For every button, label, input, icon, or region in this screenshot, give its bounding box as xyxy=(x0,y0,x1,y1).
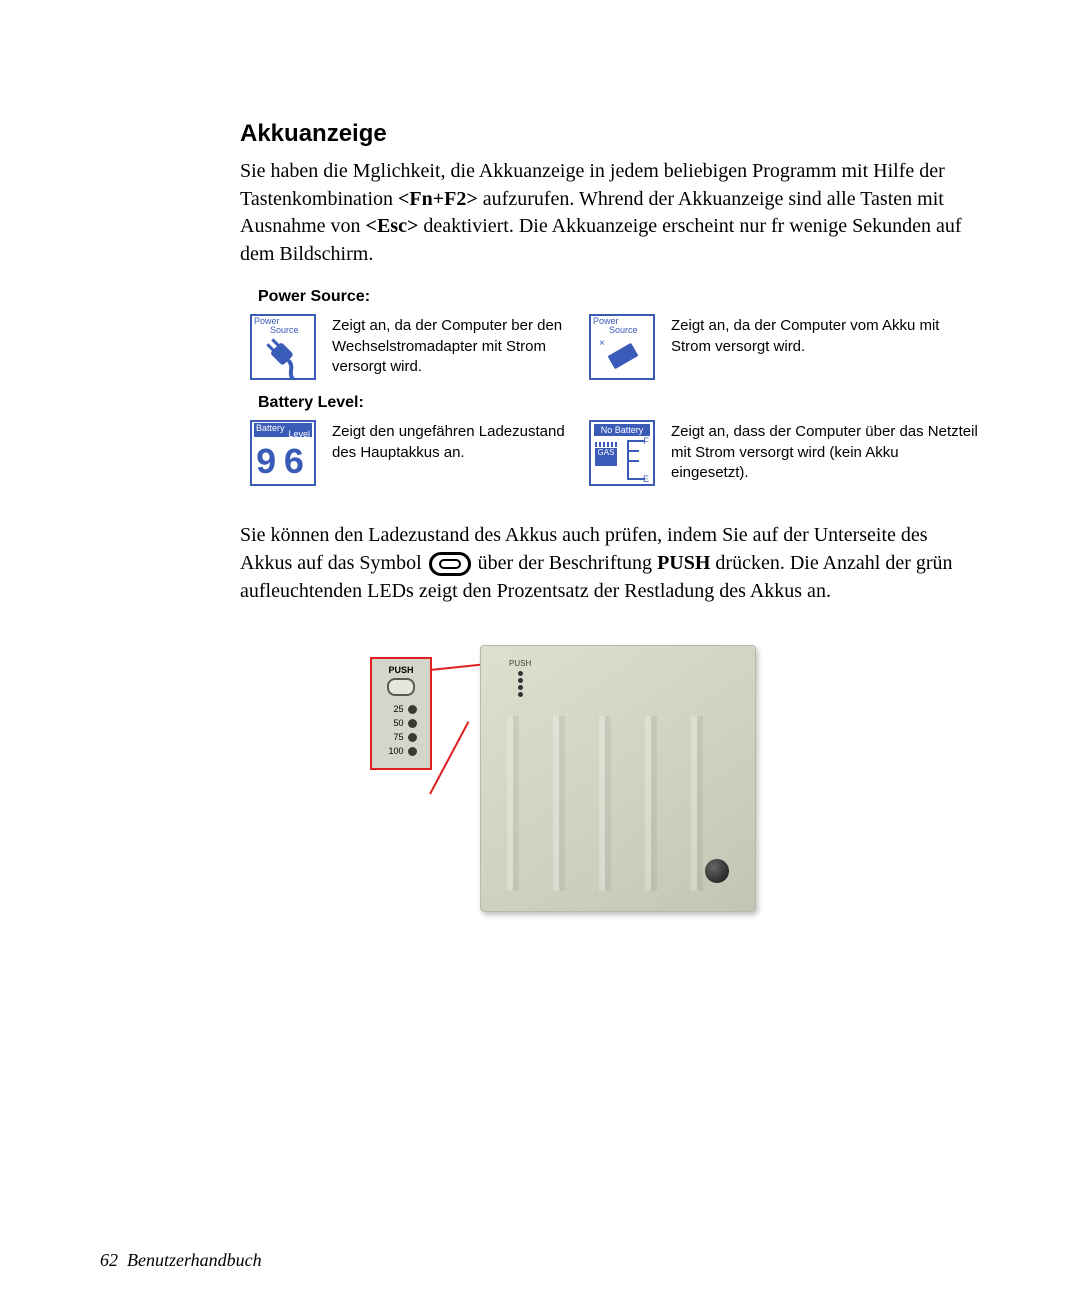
battery-knob-icon xyxy=(705,859,729,883)
power-battery-icon: Power Source × xyxy=(589,314,655,380)
battery-level-grid: Battery Level 96 Zeigt den ungefähren La… xyxy=(250,420,980,486)
key-combo-fnf2: <Fn+F2> xyxy=(398,188,478,210)
battery-level-value: 96 xyxy=(252,446,314,482)
manual-page: Akkuanzeige Sie haben die Mglichkeit, di… xyxy=(0,0,1080,1309)
led-row-50: 50 xyxy=(376,718,426,728)
key-esc: <Esc> xyxy=(366,215,419,237)
no-battery-icon: No Battery GAS F E xyxy=(589,420,655,486)
battlevel-icon-label: Battery Level xyxy=(254,423,312,437)
led-75-label: 75 xyxy=(386,732,404,742)
intro-paragraph: Sie haben die Mglichkeit, die Akkuanzeig… xyxy=(240,158,980,268)
power-source-label: Power Source: xyxy=(258,288,980,306)
power-source-grid: Power Source Zeigt an, da der Computer b… xyxy=(250,314,980,380)
led-25-label: 25 xyxy=(386,704,404,714)
page-number: 62 xyxy=(100,1250,118,1270)
led-50-label: 50 xyxy=(386,718,404,728)
callout-push-label: PUSH xyxy=(376,665,426,675)
callout-push-button-icon xyxy=(387,678,415,696)
power-ac-icon: Power Source xyxy=(250,314,316,380)
battery-led-strip: PUSH xyxy=(509,656,531,699)
battery-level-label: Battery Level: xyxy=(258,394,980,412)
led-icon xyxy=(408,705,417,714)
battery-level-icon: Battery Level 96 xyxy=(250,420,316,486)
page-title: Akkuanzeige xyxy=(240,120,980,148)
strip-push-label: PUSH xyxy=(509,659,531,668)
led-icon xyxy=(518,678,523,683)
led-icon xyxy=(518,692,523,697)
battery-level-desc: Zeigt den ungefähren Ladezustand des Hau… xyxy=(332,420,577,463)
led-icon xyxy=(518,685,523,690)
svg-text:×: × xyxy=(599,338,605,349)
led-icon xyxy=(408,719,417,728)
led-icon xyxy=(408,733,417,742)
push-button-icon xyxy=(429,552,471,576)
fuel-gauge-icon: F E xyxy=(627,440,649,480)
battery-photo: PUSH 25 50 75 100 PUSH xyxy=(370,645,754,910)
led-icon xyxy=(408,747,417,756)
ac-plug-icon xyxy=(252,316,316,380)
led-row-75: 75 xyxy=(376,732,426,742)
no-battery-label: No Battery xyxy=(594,424,650,436)
gauge-e: E xyxy=(643,474,649,484)
led-icon xyxy=(518,671,523,676)
push-callout: PUSH 25 50 75 100 xyxy=(370,657,432,770)
gas-label: GAS xyxy=(595,448,617,466)
power-ac-desc: Zeigt an, da der Computer ber den Wechse… xyxy=(332,314,577,377)
led-row-25: 25 xyxy=(376,704,426,714)
battery-pack-icon: × xyxy=(591,316,655,380)
battery-case: PUSH xyxy=(480,645,756,912)
page-footer: 62 Benutzerhandbuch xyxy=(100,1250,262,1271)
gas-label-text: GAS xyxy=(598,448,615,457)
no-battery-desc: Zeigt an, dass der Computer über das Net… xyxy=(671,420,980,483)
callout-line xyxy=(429,721,469,794)
book-title: Benutzerhandbuch xyxy=(127,1250,262,1270)
power-batt-desc: Zeigt an, da der Computer vom Akku mit S… xyxy=(671,314,980,357)
push-label: PUSH xyxy=(657,552,710,574)
led-100-label: 100 xyxy=(386,746,404,756)
push-paragraph: Sie können den Ladezustand des Akkus auc… xyxy=(240,522,980,605)
battlevel-icon-label-top: Battery xyxy=(256,423,285,433)
led-row-100: 100 xyxy=(376,746,426,756)
push-text-2: über der Beschriftung xyxy=(473,552,657,574)
